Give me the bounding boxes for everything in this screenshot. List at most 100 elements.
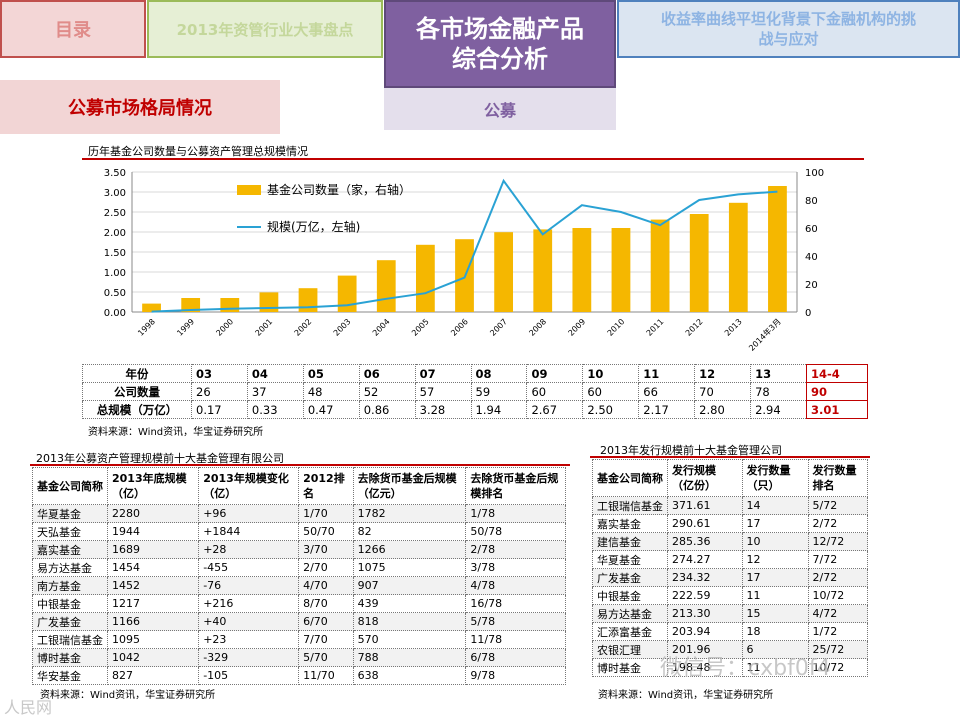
tab-industry-review[interactable]: 2013年资管行业大事盘点: [147, 0, 383, 58]
y-left-tick-label: 3.00: [104, 188, 126, 199]
issue-table-cell: 中银基金: [592, 586, 668, 605]
scale-table-cell: 1/70: [298, 504, 354, 523]
issue-table-cell: 274.27: [667, 550, 743, 569]
x-tick-label: 2001: [254, 317, 275, 338]
year-table-cell: 2.80: [694, 400, 752, 419]
x-tick-label: 2014年3月: [746, 316, 782, 352]
issue-table-row: 嘉实基金 290.61 17 2/72: [592, 514, 869, 533]
scale-table-cell: 16/78: [465, 594, 566, 613]
scale-table-cell: +40: [198, 612, 300, 631]
year-table-cell: 26: [191, 382, 248, 401]
scale-table-header-cell: 2013年规模变化（亿）: [198, 467, 300, 505]
scale-table-cell: 华安基金: [32, 666, 108, 685]
scale-table-cell: 3/70: [298, 540, 354, 559]
bar: [572, 228, 592, 312]
year-table-cell: 66: [638, 382, 696, 401]
issue-table-header-cell: 发行数量（只）: [741, 459, 809, 497]
x-tick-label: 2009: [567, 317, 588, 338]
issue-table-cell: 25/72: [807, 640, 869, 659]
y-left-tick-label: 1.50: [104, 248, 126, 259]
scale-table-cell: 1042: [106, 648, 200, 667]
bar: [728, 202, 748, 312]
year-table-cell: 07: [414, 364, 472, 383]
y-left-tick-label: 3.50: [104, 168, 126, 179]
year-table-highlight-cell: 14-4: [805, 364, 869, 383]
issue-table-cell: 汇添富基金: [592, 622, 668, 641]
bar: [650, 219, 670, 312]
x-tick-label: 2006: [449, 317, 470, 338]
issue-table-cell: 华夏基金: [592, 550, 668, 569]
year-table-cell: 11: [638, 364, 696, 383]
scale-table-cell: +216: [198, 594, 300, 613]
issue-table-row: 中银基金 222.59 11 10/72: [592, 586, 869, 605]
year-table-cell: 09: [526, 364, 584, 383]
scale-table-cell: 1454: [106, 558, 200, 577]
scale-table-cell: 天弘基金: [32, 522, 108, 541]
issue-table-header-cell: 基金公司简称: [592, 459, 668, 497]
fund-chart: 0.00 0.50 1.00 1.50 2.00 2.50 3.00 3.50 0 20 40 60 8…: [104, 168, 824, 353]
legend-bar-label: 基金公司数量（家，右轴）: [267, 182, 411, 197]
issue-table-header-cell: 发行规模（亿份）: [667, 459, 743, 497]
issue-table-cell: 5/72: [807, 496, 869, 515]
issue-table-cell: 10: [741, 532, 809, 551]
issue-table-cell: 1/72: [807, 622, 869, 641]
x-tick-label: 2002: [293, 317, 314, 338]
issue-table-header: 基金公司简称 发行规模（亿份） 发行数量（只） 发行数量排名: [592, 459, 869, 497]
scale-table-cell: +1844: [198, 522, 300, 541]
year-table-cell: 78: [750, 382, 807, 401]
issue-table-cell: 2/72: [807, 514, 869, 533]
watermark-bottom-right: 微信号：cxbf0f4: [660, 656, 831, 681]
year-table-cell: 3.28: [414, 400, 472, 419]
scale-table-cell: +96: [198, 504, 300, 523]
year-table-source: 资料来源：Wind资讯，华宝证券研究所: [88, 427, 264, 438]
scale-table-cell: 1217: [106, 594, 200, 613]
scale-table-cell: 50/78: [465, 522, 566, 541]
bar: [494, 232, 514, 312]
year-table-cell: 2.67: [526, 400, 584, 419]
scale-table-cell: 907: [352, 576, 467, 595]
x-tick-label: 2000: [214, 317, 235, 338]
subtab-public-fund[interactable]: 公募: [384, 88, 616, 130]
issue-table-cell: 10/72: [807, 586, 869, 605]
scale-table-cell: 788: [352, 648, 467, 667]
scale-table-rule: [30, 464, 570, 466]
issue-table-cell: 17: [741, 514, 809, 533]
watermark-bottom-left: 人民网: [4, 698, 53, 717]
issue-table-header-cell: 发行数量排名: [807, 459, 869, 497]
scale-table-row: 工银瑞信基金 1095 +23 7/70 570 11/78: [32, 630, 566, 649]
year-table-cell: 0.33: [246, 400, 304, 419]
scale-table-row: 华夏基金 2280 +96 1/70 1782 1/78: [32, 504, 566, 523]
year-table-cell: 04: [246, 364, 304, 383]
scale-table-cell: 7/70: [298, 630, 354, 649]
bar: [415, 244, 435, 312]
tab-financial-products[interactable]: 各市场金融产品 综合分析: [384, 0, 616, 88]
scale-table-cell: 1166: [106, 612, 200, 631]
scale-table-cell: 1944: [106, 522, 200, 541]
issue-table-cell: 建信基金: [592, 532, 668, 551]
y-left-tick-label: 0.50: [104, 288, 126, 299]
year-table-cell: 2.17: [638, 400, 696, 419]
scale-table-row: 广发基金 1166 +40 6/70 818 5/78: [32, 612, 566, 631]
tab-toc[interactable]: 目录: [0, 0, 146, 58]
year-table-cell: 70: [694, 382, 752, 401]
scale-table-header-cell: 去除货币基金后规模排名: [465, 467, 566, 505]
scale-table-row: 易方达基金 1454 -455 2/70 1075 3/78: [32, 558, 566, 577]
year-table-row-label: 总规模（万亿）: [82, 400, 192, 419]
issue-table-cell: 4/72: [807, 604, 869, 623]
issue-table-cell: 工银瑞信基金: [592, 496, 668, 515]
tab-yield-curve[interactable]: 收益率曲线平坦化背景下金融机构的挑 战与应对: [617, 0, 960, 58]
scale-table-cell: 3/78: [465, 558, 566, 577]
year-table-cell: 59: [470, 382, 528, 401]
year-table-cell: 10: [582, 364, 640, 383]
issue-table-cell: 198.48: [667, 658, 743, 677]
y-left-tick-label: 0.00: [104, 308, 126, 319]
x-tick-label: 2004: [371, 317, 392, 338]
scale-table-header: 基金公司简称 2013年底规模（亿） 2013年规模变化（亿） 2012排名 去除货币基…: [32, 467, 566, 505]
issue-table-cell: 234.32: [667, 568, 743, 587]
issue-table-row: 博时基金 198.48 11 10/72: [592, 658, 869, 677]
tab-yield-curve-line1: 收益率曲线平坦化背景下金融机构的挑: [660, 10, 916, 28]
scale-table-cell: 1782: [352, 504, 467, 523]
issue-table-row: 工银瑞信基金 371.61 14 5/72: [592, 496, 869, 515]
year-table-cell: 06: [358, 364, 416, 383]
scale-table-cell: 570: [352, 630, 467, 649]
